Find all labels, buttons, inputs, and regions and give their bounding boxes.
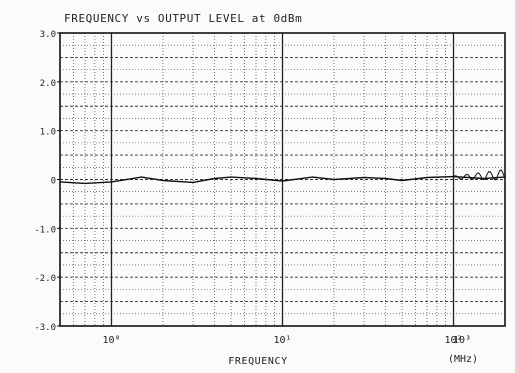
x-axis-unit: (MHz) xyxy=(448,354,478,365)
chart-grid xyxy=(60,33,505,326)
x-axis-label: FREQUENCY xyxy=(228,356,288,367)
y-tick-label: 2.0 xyxy=(40,79,56,89)
x-tick-label: 10³ xyxy=(453,335,471,346)
x-tick-label: 10² xyxy=(444,335,462,346)
y-tick-label: 0 xyxy=(51,177,56,187)
x-tick-label: 10¹ xyxy=(273,335,291,346)
y-tick-label: 3.0 xyxy=(40,30,56,40)
series-line xyxy=(59,175,506,185)
series-noise xyxy=(453,169,506,181)
y-tick-label: -3.0 xyxy=(34,323,56,333)
y-tick-label: -2.0 xyxy=(34,274,56,284)
y-tick-label: -1.0 xyxy=(34,225,56,235)
chart-title: FREQUENCY vs OUTPUT LEVEL at 0dBm xyxy=(64,12,302,25)
x-tick-label: 10⁰ xyxy=(102,335,120,346)
y-axis-ticks: 3.0 2.0 1.0 0 -1.0 -2.0 -3.0 xyxy=(34,30,60,333)
y-tick-label: 1.0 xyxy=(40,128,56,138)
series-group xyxy=(59,169,506,185)
